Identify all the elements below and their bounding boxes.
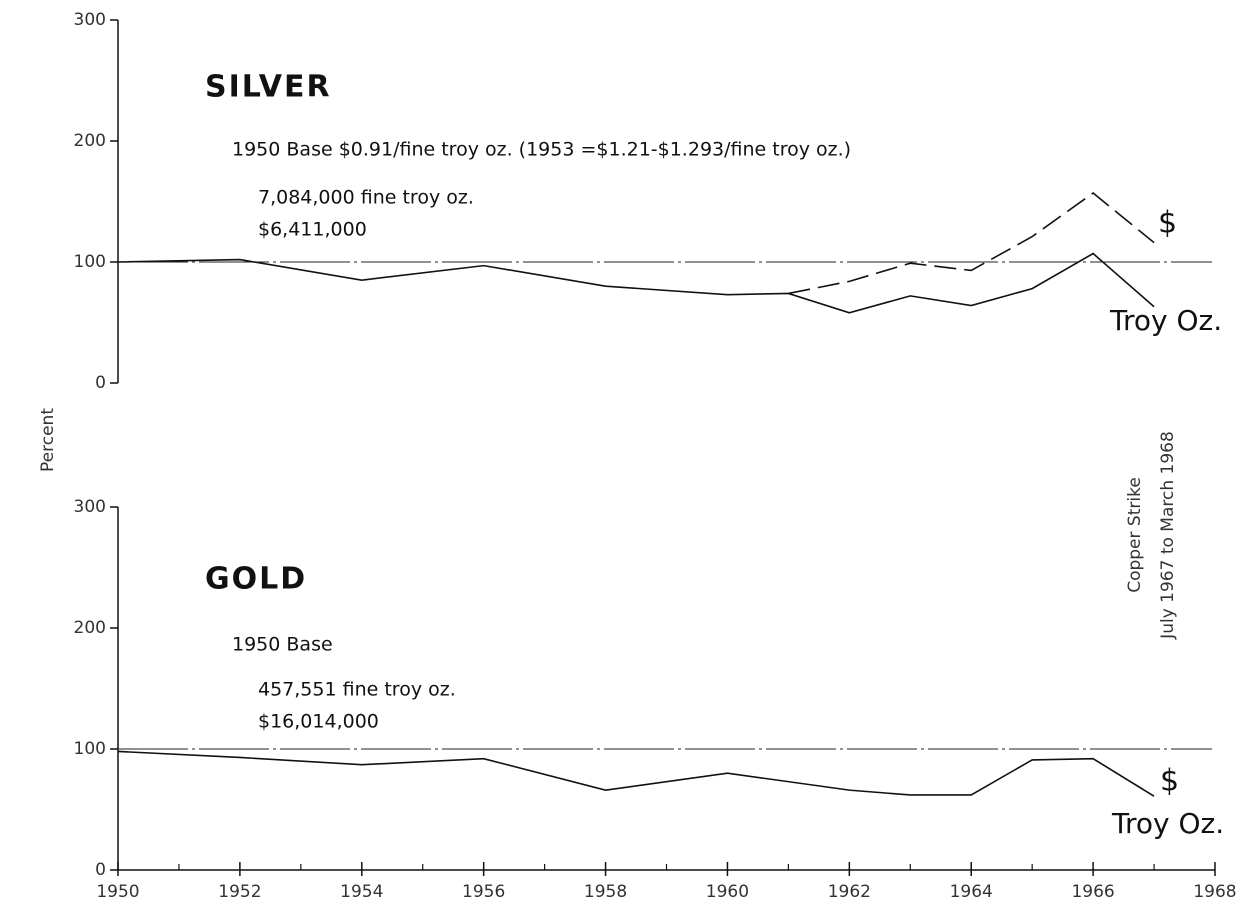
- chart-title: GOLD: [205, 562, 307, 597]
- chart-title: SILVER: [205, 70, 332, 105]
- series-label: Troy Oz.: [1109, 304, 1222, 337]
- y-tick-label: 300: [74, 497, 106, 517]
- x-tick-label: 1966: [1071, 882, 1114, 902]
- x-tick-label: 1952: [218, 882, 261, 902]
- subtitle: $16,014,000: [258, 711, 379, 733]
- x-tick-label: 1968: [1193, 882, 1236, 902]
- y-tick-label: 0: [95, 860, 106, 880]
- y-tick-label: 200: [74, 131, 106, 151]
- y-tick-label: 300: [74, 10, 106, 30]
- x-tick-label: 1960: [706, 882, 749, 902]
- subtitle: $6,411,000: [258, 219, 367, 241]
- subtitle: 1950 Base: [232, 634, 333, 656]
- y-tick-label: 100: [74, 252, 106, 272]
- annotation: Copper Strike: [1125, 477, 1145, 593]
- series-label: Troy Oz.: [1111, 807, 1224, 840]
- series-line: [117, 750, 1155, 797]
- series-label: $: [1160, 764, 1179, 799]
- y-tick-label: 0: [95, 373, 106, 393]
- subtitle: 1950 Base $0.91/fine troy oz. (1953 =$1.…: [232, 139, 851, 161]
- y-axis-label: Percent: [38, 408, 58, 472]
- x-tick-label: 1954: [340, 882, 383, 902]
- series-label: $: [1158, 206, 1177, 241]
- x-tick-label: 1964: [950, 882, 993, 902]
- series-line: [788, 192, 1155, 295]
- y-tick-label: 200: [74, 618, 106, 638]
- x-tick-label: 1958: [584, 882, 627, 902]
- y-tick-label: 100: [74, 739, 106, 759]
- subtitle: 457,551 fine troy oz.: [258, 679, 456, 701]
- x-tick-label: 1950: [96, 882, 139, 902]
- subtitle: 7,084,000 fine troy oz.: [258, 187, 474, 209]
- annotation: July 1967 to March 1968: [1158, 431, 1178, 640]
- x-tick-label: 1962: [828, 882, 871, 902]
- x-tick-label: 1956: [462, 882, 505, 902]
